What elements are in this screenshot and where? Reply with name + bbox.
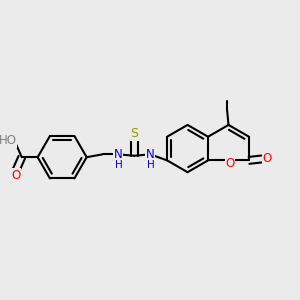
Text: HO: HO <box>0 134 16 147</box>
Text: H: H <box>146 160 154 170</box>
Text: N: N <box>146 148 154 161</box>
Text: O: O <box>11 169 21 182</box>
Text: O: O <box>225 157 235 170</box>
Text: N: N <box>114 148 123 161</box>
Text: O: O <box>262 152 272 165</box>
Text: S: S <box>130 128 138 140</box>
Text: H: H <box>115 160 122 170</box>
